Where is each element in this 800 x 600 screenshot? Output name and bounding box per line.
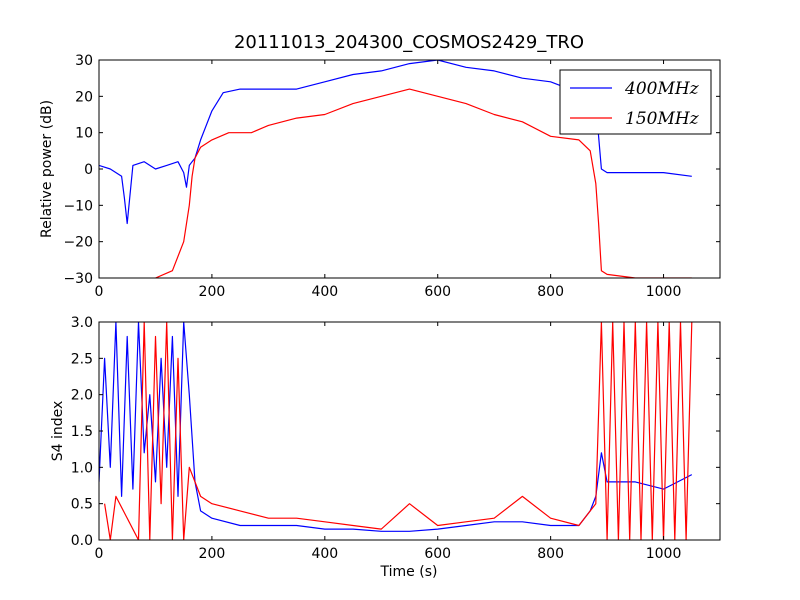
y-tick-label: −10 xyxy=(63,198,93,214)
y-tick-label: 3.0 xyxy=(71,315,93,331)
x-tick-label: 0 xyxy=(95,284,104,300)
x-tick-label: 400 xyxy=(311,546,338,562)
x-tick-label: 600 xyxy=(424,284,451,300)
y-tick-label: −20 xyxy=(63,235,93,251)
y-tick-label: 30 xyxy=(75,53,93,69)
legend: 400MHz 150MHz xyxy=(559,69,712,135)
x-tick-label: 400 xyxy=(311,284,338,300)
x-tick-label: 200 xyxy=(199,546,226,562)
x-tick-label: 600 xyxy=(424,546,451,562)
y-tick-label: 1.5 xyxy=(71,424,93,440)
y-tick-label: 10 xyxy=(75,126,93,142)
bottom-panel: 3.02.52.01.51.00.50.0 0 200 400 600 800 1000 … xyxy=(50,315,721,580)
legend-label-150mhz: 150MHz xyxy=(625,109,700,129)
series-line-0-1 xyxy=(155,88,692,278)
legend-box xyxy=(559,69,712,135)
y-tick-label: 2.0 xyxy=(71,388,93,404)
y-tick-label: 0.5 xyxy=(71,497,93,513)
y-tick-label: 0.0 xyxy=(71,533,93,549)
y-tick-label: 0 xyxy=(84,162,93,178)
y-tick-label: 1.0 xyxy=(71,460,93,476)
bottom-y-axis-label: S4 index xyxy=(50,401,66,462)
x-axis-label: Time (s) xyxy=(380,564,438,580)
top-y-axis-label: Relative power (dB) xyxy=(39,100,55,238)
x-tick-label: 1000 xyxy=(646,284,682,300)
bottom-series-group xyxy=(99,322,693,540)
x-tick-label: 200 xyxy=(199,284,226,300)
x-tick-label: 800 xyxy=(537,546,564,562)
series-line-1-1 xyxy=(104,322,693,540)
legend-label-400mhz: 400MHz xyxy=(624,79,700,99)
y-tick-label: −30 xyxy=(63,271,93,287)
y-tick-label: 2.5 xyxy=(71,351,93,367)
top-panel: 30 20 10 0 −10 −20 −30 0 200 400 600 800 1000 Relat… xyxy=(39,53,721,300)
chart-title: 20111013_204300_COSMOS2429_TRO xyxy=(234,32,584,53)
x-tick-label: 1000 xyxy=(646,546,682,562)
y-tick-label: 20 xyxy=(75,89,93,105)
x-tick-label: 800 xyxy=(537,284,564,300)
x-tick-label: 0 xyxy=(95,546,104,562)
